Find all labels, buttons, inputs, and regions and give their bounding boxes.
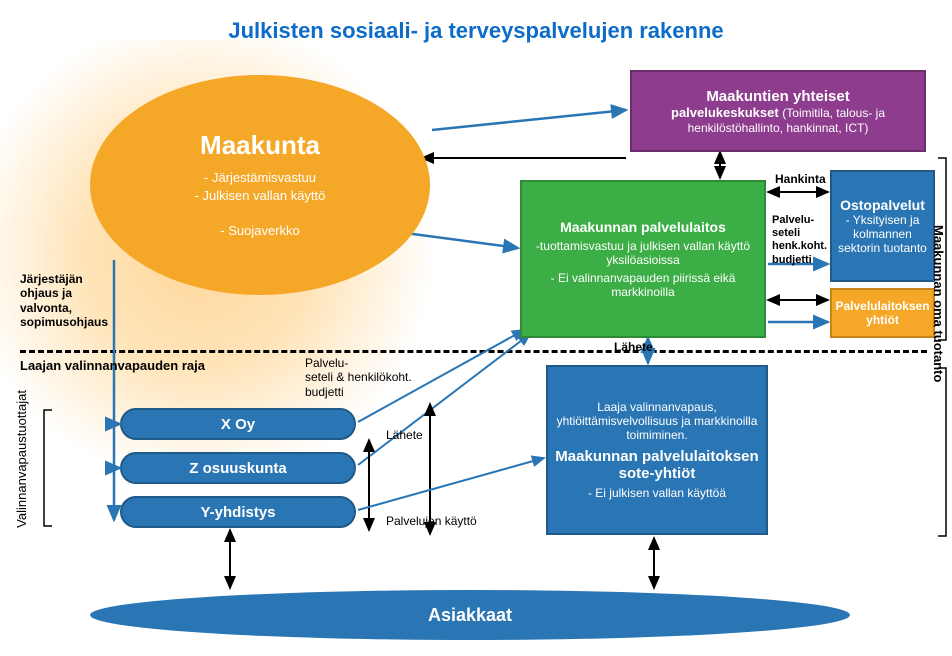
dashed-divider <box>20 350 927 353</box>
maakunta-ellipse: Maakunta - Järjestämisvastuu - Julkisen … <box>90 75 430 295</box>
maakunnan-oma-label: Maakunnan oma tuotanto <box>931 225 946 382</box>
green-l2: - Ei valinnanvapauden piirissä eikä mark… <box>528 271 758 299</box>
palvelulaitoksen-txt: Palvelulaitoksen yhtiöt <box>835 299 929 327</box>
palvelulaitoksen-box: Palvelulaitoksen yhtiöt <box>830 288 935 338</box>
ostopalvelut-box: Ostopalvelut - Yksityisen ja kolmannen s… <box>830 170 935 282</box>
page-title: Julkisten sosiaali- ja terveyspalvelujen… <box>0 18 952 44</box>
purple-l1: Maakuntien yhteiset <box>706 88 849 105</box>
palveluSeteli2-note: Palvelu- seteli henk.koht. budjetti <box>772 214 827 267</box>
purple-box: Maakuntien yhteiset palvelukeskukset (To… <box>630 70 926 152</box>
ostopalvelut-title: Ostopalvelut <box>840 197 925 213</box>
green-title: Maakunnan palvelulaitos <box>560 219 726 235</box>
lahete2-note: Lähete <box>614 340 653 354</box>
y-label: Y-yhdistys <box>200 504 275 521</box>
valinnanvapaustuottajat-label: Valinnanvapaustuottajat <box>14 390 29 528</box>
raja-label: Laajan valinnanvapauden raja <box>20 358 205 374</box>
lahete-note: Lähete <box>386 428 423 442</box>
asiakkaat-label: Asiakkaat <box>428 605 512 626</box>
x-oy-label: X Oy <box>221 416 255 433</box>
asiakkaat-ellipse: Asiakkaat <box>90 590 850 640</box>
purple-l2a: palvelukeskukset <box>671 105 782 120</box>
y-yhdistys-button: Y-yhdistys <box>120 496 356 528</box>
green-l1: -tuottamisvastuu ja julkisen vallan käyt… <box>528 239 758 267</box>
ostopalvelut-lines: - Yksityisen ja kolmannen sektorin tuota… <box>838 213 927 255</box>
jarjestajan-note: Järjestäjän ohjaus ja valvonta, sopimuso… <box>20 272 110 330</box>
hankinta-note: Hankinta <box>775 172 826 186</box>
green-box: Maakunnan palvelulaitos -tuottamisvastuu… <box>520 180 766 338</box>
z-label: Z osuuskunta <box>189 460 287 477</box>
lowerblue-l1: Laaja valinnanvapaus, yhtiöittämisvelvol… <box>554 400 760 442</box>
lowerblue-title: Maakunnan palvelulaitoksen sote-yhtiöt <box>554 448 760 482</box>
maakunta-lines: - Järjestämisvastuu - Julkisen vallan kä… <box>195 169 326 239</box>
palveluseteli-note: Palvelu- seteli & henkilökoht. budjetti <box>305 356 425 399</box>
z-osuuskunta-button: Z osuuskunta <box>120 452 356 484</box>
lowerblue-foot: - Ei julkisen vallan käyttöä <box>588 486 726 500</box>
palvelujenkaytto-note: Palvelujen käyttö <box>386 514 477 528</box>
lower-blue-box: Laaja valinnanvapaus, yhtiöittämisvelvol… <box>546 365 768 535</box>
x-oy-button: X Oy <box>120 408 356 440</box>
maakunta-title: Maakunta <box>200 130 320 161</box>
